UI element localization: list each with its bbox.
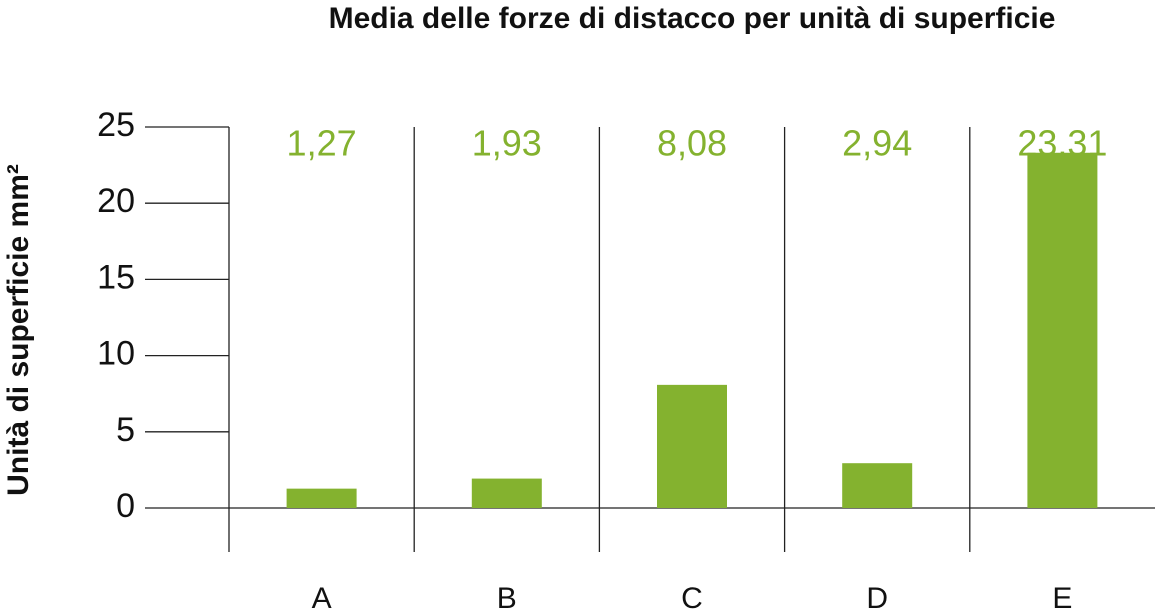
x-tick-label: B [497,582,517,615]
bar [286,488,357,508]
bar [1027,152,1098,508]
y-tick-label: 25 [97,106,135,144]
value-label: 8,08 [657,123,727,164]
value-label: 1,27 [287,123,357,164]
value-label: 1,93 [472,123,542,164]
value-label: 23,31 [1017,123,1107,164]
y-tick-label: 15 [97,258,135,296]
chart-title: Media delle forze di distacco per unità … [329,2,1056,35]
x-tick-label: D [866,582,888,615]
y-tick-label: 10 [97,335,135,373]
y-tick-label: 5 [116,411,135,449]
bar [842,463,913,508]
bar [471,478,542,508]
x-tick-label: C [681,582,703,615]
x-tick-label: A [312,582,332,615]
bar [657,384,727,508]
x-tick-label: E [1052,582,1072,615]
y-tick-label: 20 [97,182,135,220]
y-tick-label: 0 [116,487,135,525]
value-label: 2,94 [842,123,912,164]
y-axis-label: Unità di superficie mm² [2,164,35,496]
